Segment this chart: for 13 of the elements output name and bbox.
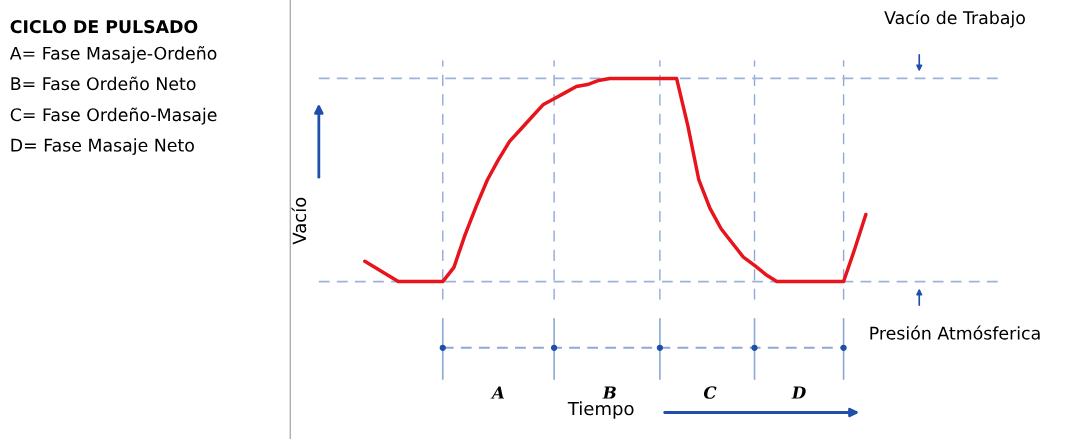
text: B= Fase Ordeño Neto — [11, 76, 196, 91]
text: C= Fase Ordeño-Masaje — [10, 107, 217, 125]
text: D= Fase Masaje Neto — [11, 138, 194, 156]
x-tick-label: C — [703, 386, 717, 399]
ref-line-label: Presión Atmósferica — [870, 325, 1040, 340]
text: Tiempo — [567, 401, 634, 419]
ref-line-label: Vacío de Trabajo — [884, 10, 1025, 28]
x-tick-label: A — [490, 386, 505, 399]
text: A= Fase Masaje-Ordeño — [9, 46, 217, 64]
y-axis-title: Vacío — [291, 197, 307, 245]
x-tick-label: B — [602, 386, 616, 399]
text: CICLO DE PULSADO — [10, 20, 198, 34]
x-tick-label: D — [791, 386, 806, 399]
